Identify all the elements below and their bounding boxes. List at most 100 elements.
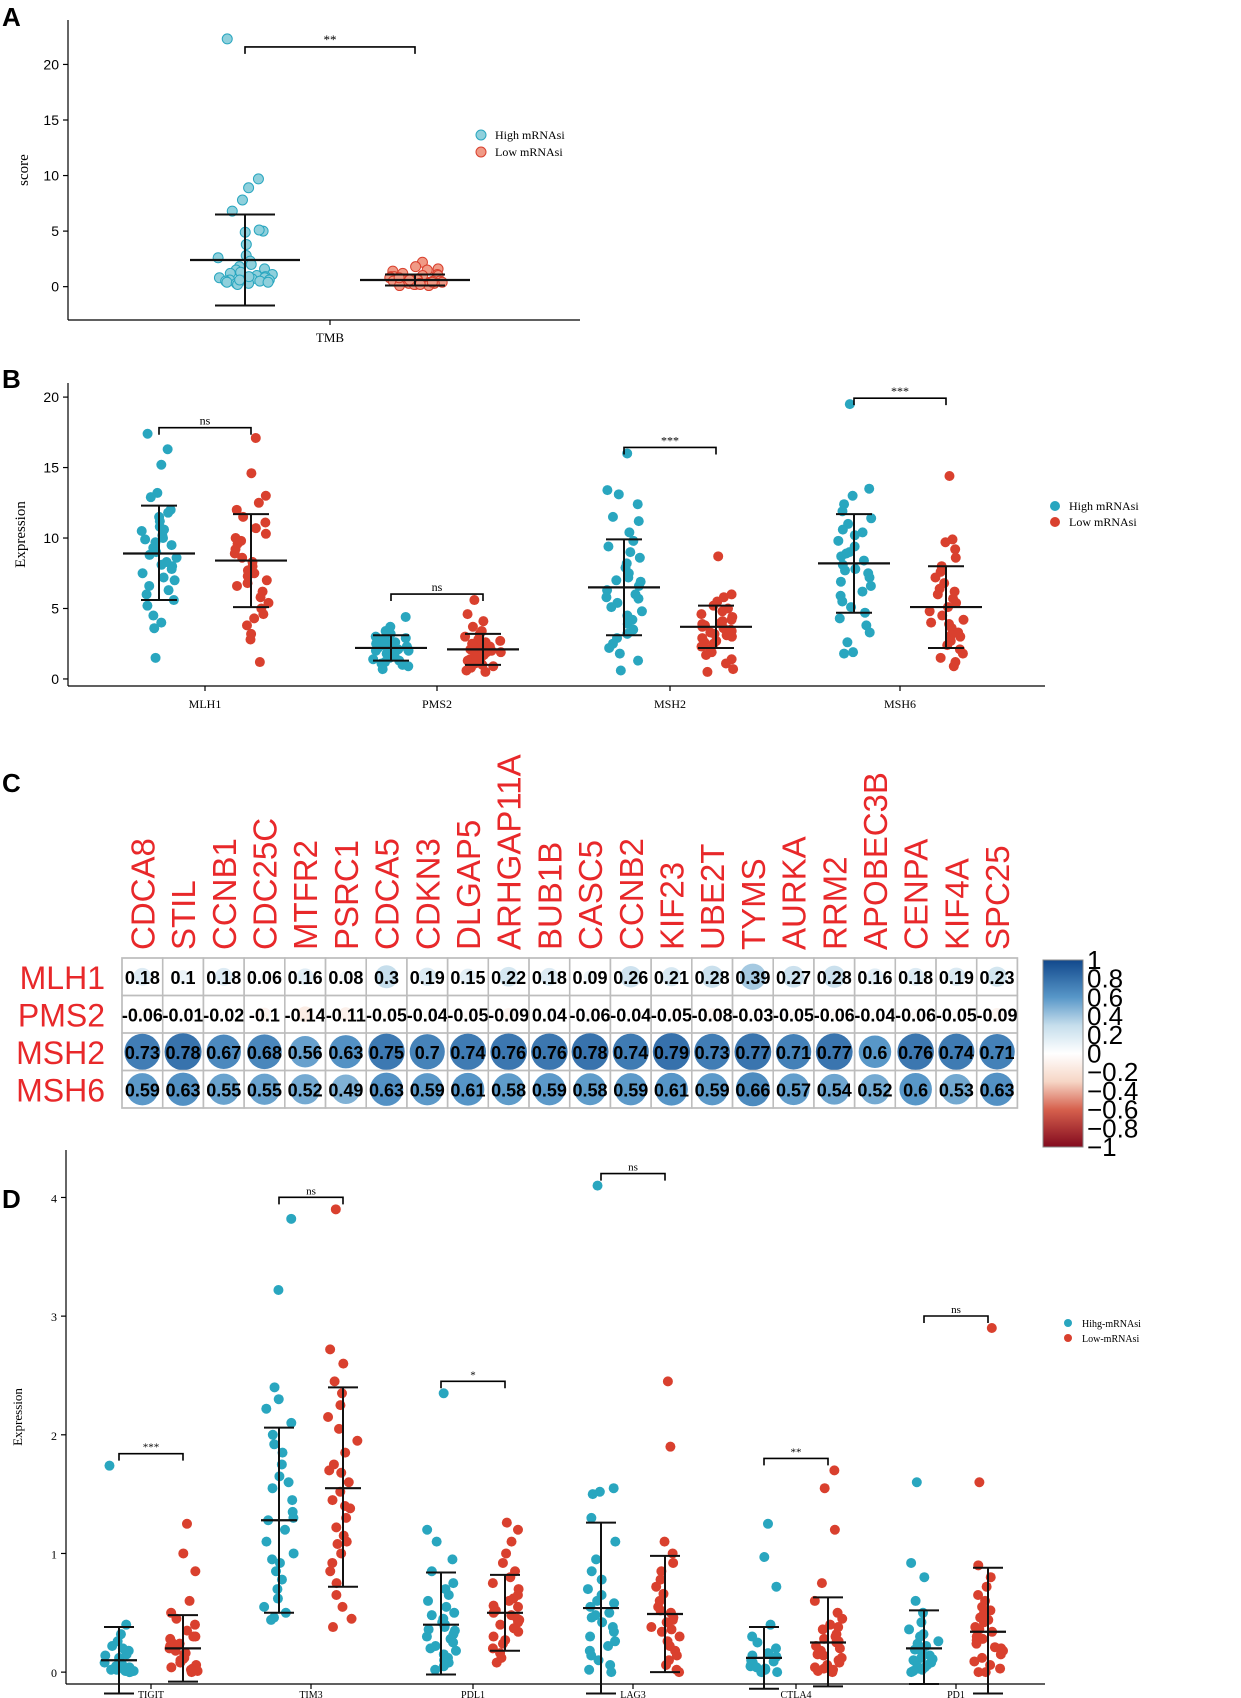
point-mlh1-high — [166, 564, 177, 575]
heatmap-cell-label: 0.71 — [776, 1043, 811, 1063]
x-tick-label-ctla4: CTLA4 — [780, 1690, 811, 1698]
heatmap-circle-msh6-bub1b — [533, 1073, 566, 1106]
point-mlh1-low — [245, 634, 256, 645]
point-msh6-high — [842, 637, 853, 648]
point-msh6-low — [958, 614, 969, 625]
point-ctla4-high — [765, 1619, 776, 1630]
point-msh2-low — [701, 649, 712, 660]
point-msh2-high — [604, 642, 615, 653]
point-pdl1-high — [426, 1566, 437, 1577]
point-tim3-low — [343, 1477, 354, 1488]
heatmap-cell-label: 0.58 — [573, 1080, 608, 1100]
point-pms2-low — [495, 635, 506, 646]
heatmap-circle-mlh1-cenpa — [906, 967, 925, 986]
heatmap-circle-mlh1-dlgap5 — [459, 968, 477, 985]
heatmap-cell-label: 0.54 — [817, 1080, 852, 1100]
point-pd1-high — [910, 1595, 921, 1606]
heatmap-circle-mlh1-cdca8 — [133, 967, 152, 986]
point-msh6-low — [937, 610, 948, 621]
point-ctla4-low — [833, 1622, 844, 1633]
significance-label: ** — [324, 32, 337, 47]
point-tim3-high — [272, 1593, 283, 1604]
point-pd1-low — [974, 1624, 985, 1635]
point-mlh1-low — [261, 575, 272, 586]
point-lag3-high — [610, 1536, 621, 1547]
point-mlh1-low — [231, 504, 242, 515]
point-pms2-high — [370, 631, 381, 642]
point-mlh1-low — [258, 609, 269, 620]
heatmap-cell-label: -0.05 — [366, 1005, 407, 1025]
column-label-cdc25c: CDC25C — [246, 818, 283, 950]
heatmap-circle-pms2-rrm2 — [829, 1009, 840, 1020]
column-label-apobec3b: APOBEC3B — [857, 772, 894, 950]
heatmap-cell-label: 0.63 — [369, 1080, 404, 1100]
point-pms2-low — [480, 666, 491, 677]
heatmap-circle-msh2-aurka — [775, 1034, 812, 1070]
point-lag3-high — [610, 1636, 621, 1647]
heatmap-circle-msh2-kif4a — [938, 1033, 975, 1070]
point-mlh1-high — [148, 610, 159, 621]
point-tigit-low — [190, 1566, 201, 1577]
significance-label: ** — [791, 1446, 802, 1458]
heatmap-cell-label: -0.04 — [610, 1005, 651, 1025]
point-pdl1-high — [448, 1637, 459, 1648]
point-ctla4-high — [759, 1552, 770, 1563]
significance-bracket — [763, 1457, 829, 1466]
point-tigit-high — [100, 1650, 111, 1661]
heatmap-circle-pms2-arhgap11a — [502, 1007, 515, 1021]
heatmap-circle-msh6-kif4a — [941, 1073, 972, 1105]
heatmap-circle-mlh1-rrm2 — [823, 965, 846, 988]
significance-label: *** — [661, 433, 679, 447]
colorbar-tick-label: −0.4 — [1087, 1076, 1138, 1106]
point-tmb-high — [253, 224, 265, 236]
point-mlh1-high — [140, 534, 151, 545]
point-mlh1-low — [254, 657, 265, 668]
heatmap-cell-label: 0.18 — [532, 968, 567, 988]
point-pdl1-high — [426, 1610, 437, 1621]
column-label-arhgap11a: ARHGAP11A — [491, 754, 528, 950]
heatmap-cell-label: 0.78 — [573, 1043, 608, 1063]
point-msh2-high — [606, 602, 617, 613]
heatmap-circle-msh6-mtfr2 — [290, 1074, 321, 1105]
point-ctla4-low — [837, 1613, 848, 1624]
point-msh6-high — [834, 613, 845, 624]
point-msh6-high — [865, 580, 876, 591]
y-axis-label: Expression — [13, 501, 29, 568]
column-label-aurka: AURKA — [776, 836, 813, 950]
point-mlh1-high — [144, 580, 155, 591]
point-pdl1-low — [497, 1638, 508, 1649]
heatmap-circle-msh2-dlgap5 — [449, 1033, 487, 1070]
point-tigit-low — [171, 1613, 182, 1624]
point-pdl1-low — [508, 1593, 519, 1604]
point-tim3-high — [286, 1417, 297, 1428]
heatmap-circle-pms2-kif4a — [951, 1009, 962, 1019]
point-tim3-high — [273, 1394, 284, 1405]
point-tigit-high — [117, 1643, 128, 1654]
point-tim3-high — [286, 1213, 297, 1224]
point-msh2-low — [721, 658, 732, 669]
point-mlh1-low — [249, 613, 260, 624]
heatmap-circle-msh2-apobec3b — [858, 1035, 892, 1069]
heatmap-cell-label: 0.18 — [898, 968, 933, 988]
point-pd1-low — [973, 1560, 984, 1571]
heatmap-cell-label: 0.79 — [654, 1043, 689, 1063]
point-pms2-high — [371, 638, 382, 649]
point-msh6-high — [864, 627, 875, 638]
point-msh6-low — [951, 597, 962, 608]
point-lag3-high — [597, 1617, 608, 1628]
column-label-spc25: SPC25 — [979, 845, 1016, 950]
heatmap-circle-mlh1-bub1b — [540, 967, 559, 986]
legend-label: Low-mRNAsi — [1082, 1334, 1139, 1345]
heatmap-circle-msh6-rrm2 — [818, 1073, 850, 1105]
point-tim3-high — [269, 1382, 280, 1393]
point-tigit-high — [106, 1664, 117, 1675]
legend-label: High mRNAsi — [1069, 499, 1139, 513]
heatmap-circle-mlh1-tyms — [739, 963, 766, 990]
colorbar — [1042, 959, 1084, 1148]
point-tim3-low — [340, 1501, 351, 1511]
y-tick-label: 3 — [51, 1310, 57, 1324]
point-lag3-high — [586, 1566, 597, 1577]
point-pd1-low — [996, 1643, 1007, 1654]
point-msh2-high — [624, 527, 635, 538]
point-tim3-low — [325, 1344, 336, 1355]
